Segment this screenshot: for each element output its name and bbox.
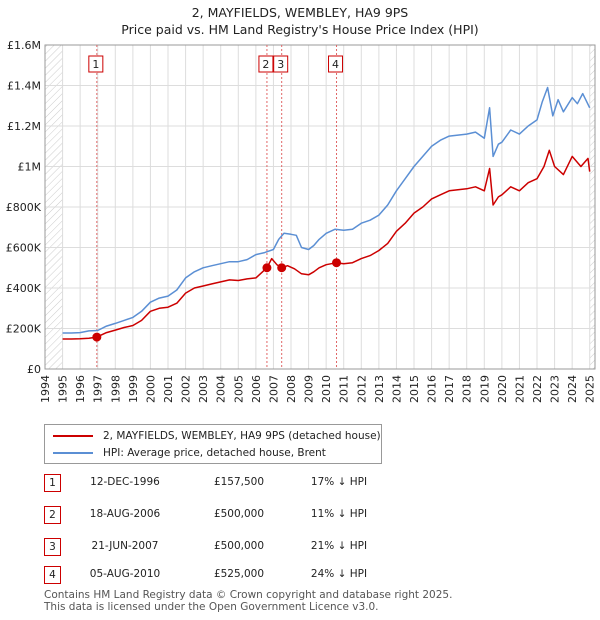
y-tick-label: £800K [6, 201, 42, 214]
transaction-date: 05-AUG-2010 [89, 568, 161, 580]
sale-label-box [328, 55, 344, 73]
x-tick-label: 2017 [443, 375, 456, 403]
x-tick-label: 2007 [267, 375, 280, 403]
x-tick-label: 2014 [390, 375, 403, 403]
table-row: 1 12-DEC-1996 £157,500 17% ↓ HPI [44, 474, 444, 494]
legend-swatch-property [53, 435, 93, 437]
transaction-number-badge: 4 [44, 566, 61, 584]
x-tick-label: 2011 [338, 375, 351, 403]
transaction-number-badge: 3 [44, 538, 61, 556]
transaction-date: 21-JUN-2007 [91, 540, 159, 552]
x-tick-label: 2023 [549, 375, 562, 403]
y-tick-label: £1.6M [7, 39, 41, 52]
transaction-hpi-diff: 21% ↓ HPI [310, 540, 368, 552]
sale-point [262, 263, 272, 273]
y-tick-label: £1M [18, 161, 42, 174]
y-tick-label: £1.4M [7, 80, 41, 93]
sale-label: 4 [332, 58, 339, 71]
transaction-date: 12-DEC-1996 [90, 476, 160, 488]
x-tick-label: 2009 [303, 375, 316, 403]
transaction-date: 18-AUG-2006 [89, 508, 161, 520]
sale-label: 1 [92, 58, 99, 71]
x-tick-label: 2020 [496, 375, 509, 403]
y-tick-label: £400K [6, 282, 42, 295]
transaction-hpi-diff: 17% ↓ HPI [310, 476, 368, 488]
x-tick-label: 1999 [127, 375, 140, 403]
transaction-price: £500,000 [213, 508, 265, 520]
x-tick-label: 1998 [109, 375, 122, 403]
x-tick-label: 1994 [39, 375, 52, 403]
transaction-price: £500,000 [213, 540, 265, 552]
transaction-hpi-diff: 24% ↓ HPI [310, 568, 368, 580]
legend-label-property: 2, MAYFIELDS, WEMBLEY, HA9 9PS (detached… [103, 430, 381, 442]
sale-point [277, 263, 287, 273]
x-tick-label: 2002 [180, 375, 193, 403]
legend-label-hpi: HPI: Average price, detached house, Bren… [103, 447, 326, 459]
x-tick-label: 2016 [426, 375, 439, 403]
attribution-line1: Contains HM Land Registry data © Crown c… [44, 589, 453, 601]
x-tick-label: 2019 [478, 375, 491, 403]
transaction-number-badge: 2 [44, 506, 61, 524]
transaction-hpi-diff: 11% ↓ HPI [310, 508, 368, 520]
chart-title-line1: 2, MAYFIELDS, WEMBLEY, HA9 9PS [191, 5, 409, 20]
x-tick-label: 1996 [74, 375, 87, 403]
chart-legend: 2, MAYFIELDS, WEMBLEY, HA9 9PS (detached… [44, 424, 382, 464]
property-series-line [62, 149, 591, 340]
legend-item-property: 2, MAYFIELDS, WEMBLEY, HA9 9PS (detached… [53, 428, 381, 444]
table-row: 4 05-AUG-2010 £525,000 24% ↓ HPI [44, 566, 444, 586]
table-row: 3 21-JUN-2007 £500,000 21% ↓ HPI [44, 538, 444, 558]
price-chart: £0 £200K £400K £600K £800K £1M £1.2M £1.4M £1.6M… [6, 39, 597, 403]
legend-item-hpi: HPI: Average price, detached house, Bren… [53, 445, 326, 461]
sale-label-box [258, 55, 274, 73]
x-tick-label: 1995 [57, 375, 70, 403]
x-tick-label: 2012 [355, 375, 368, 403]
table-row: 2 18-AUG-2006 £500,000 11% ↓ HPI [44, 506, 444, 526]
y-tick-label: £200K [6, 323, 42, 336]
sale-label-box [273, 55, 289, 73]
x-tick-label: 2004 [215, 375, 228, 403]
x-tick-label: 2021 [513, 375, 526, 403]
transaction-number-badge: 1 [44, 474, 61, 492]
x-tick-label: 2024 [566, 375, 579, 403]
transaction-price: £525,000 [213, 568, 265, 580]
y-tick-label: £600K [6, 242, 42, 255]
sale-point [332, 258, 342, 268]
x-tick-label: 2000 [144, 375, 157, 403]
x-tick-label: 2008 [285, 375, 298, 403]
sale-label: 2 [262, 58, 269, 71]
sale-label: 3 [277, 58, 284, 71]
x-tick-label: 2025 [584, 375, 597, 403]
y-tick-label: £0 [27, 363, 41, 376]
legend-swatch-hpi [53, 452, 93, 454]
transaction-price: £157,500 [213, 476, 265, 488]
x-tick-label: 2003 [197, 375, 210, 403]
x-tick-label: 2006 [250, 375, 263, 403]
x-tick-label: 2013 [373, 375, 386, 403]
chart-title: 2, MAYFIELDS, WEMBLEY, HA9 9PS Price pai… [0, 4, 600, 38]
x-tick-label: 2018 [461, 375, 474, 403]
attribution-line2: This data is licensed under the Open Gov… [44, 601, 379, 613]
sale-point [92, 332, 102, 342]
attribution-footer: Contains HM Land Registry data © Crown c… [44, 589, 452, 613]
chart-title-line2: Price paid vs. HM Land Registry's House … [121, 22, 479, 37]
x-tick-label: 2010 [320, 375, 333, 403]
x-tick-label: 1997 [92, 375, 105, 403]
x-tick-label: 2001 [162, 375, 175, 403]
x-tick-label: 2022 [531, 375, 544, 403]
x-tick-label: 2015 [408, 375, 421, 403]
hpi-series-line [62, 86, 591, 334]
sale-label-box [88, 55, 104, 73]
x-tick-label: 2005 [232, 375, 245, 403]
plot-frame [44, 44, 596, 370]
y-tick-label: £1.2M [7, 120, 41, 133]
